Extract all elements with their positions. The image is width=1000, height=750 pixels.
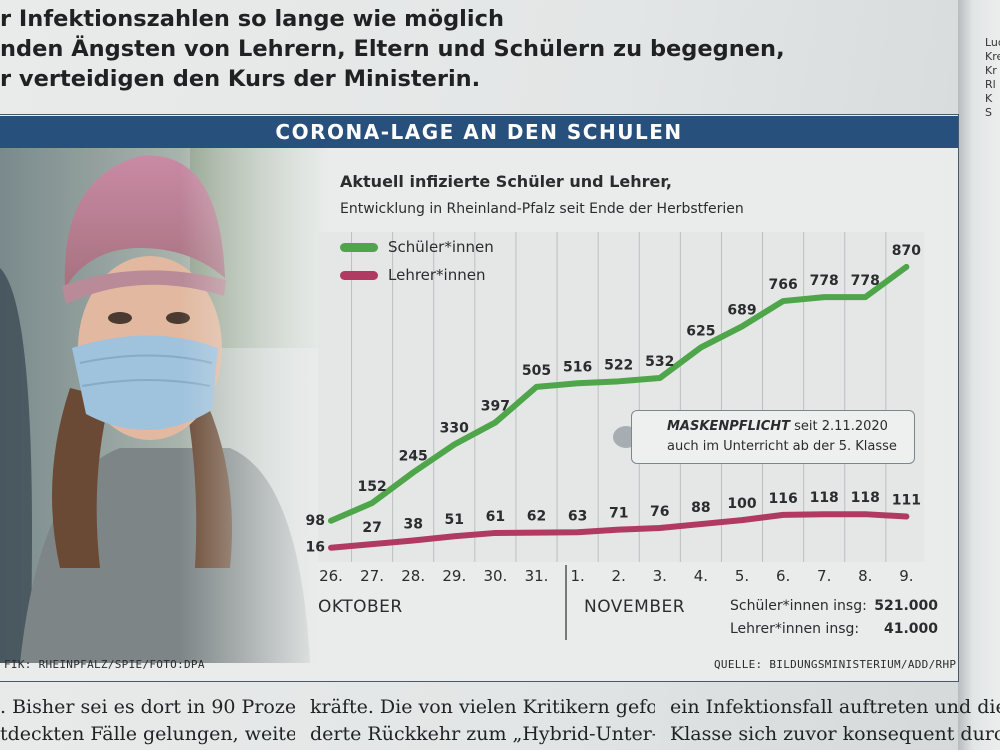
side-line: Rl [985,78,996,91]
article-column-2: kräfte. Die von vielen Kritikern gefor- … [310,694,655,750]
side-line: S [985,106,992,119]
legend-swatch-teachers [340,270,378,280]
total-students: Schüler*innen insg: 521.000 [730,596,942,618]
mask-mandate-annotation: MASKENPFLICHT seit 2.11.2020 auch im Unt… [631,410,915,464]
annotation-text-1: seit 2.11.2020 [790,419,888,434]
article-line: derte Rückkehr zum „Hybrid-Unter- [310,723,655,745]
total-teachers: Lehrer*innen insg: 41.000 [730,619,942,641]
data-label-teachers: 100 [727,496,756,512]
side-column: Lud Kre Kr Rl K S [985,36,1000,120]
x-tick-label: 9. [899,567,913,585]
image-credit: FIK: RHEINPFALZ/SPIE/FOTO:DPA [4,658,205,671]
legend-label-students: Schüler*innen [388,238,494,256]
article-line: . Bisher sei es dort in 90 Prozent [0,696,295,718]
data-label-students: 98 [306,513,325,529]
data-label-students: 152 [357,479,386,495]
x-tick-label: 26. [319,567,343,585]
month-label-november: NOVEMBER [584,597,686,617]
side-line: Kr [985,64,997,77]
data-label-teachers: 116 [768,491,797,507]
data-label-teachers: 63 [568,508,587,524]
chart-subtitle: Entwicklung in Rheinland-Pfalz seit Ende… [340,201,744,217]
article-line: tdeckten Fälle gelungen, weite- [0,723,295,745]
article-line: kräfte. Die von vielen Kritikern gefor- [310,696,655,718]
series-line-teachers [328,511,910,551]
article-line: ein Infektionsfall auftreten und die [670,696,1000,718]
data-label-teachers: 27 [362,520,381,536]
total-students-label: Schüler*innen insg: [730,598,867,614]
x-tick-label: 6. [776,567,790,585]
infographic-banner: CORONA-LAGE AN DEN SCHULEN [0,116,958,148]
headline-line-2: nden Ängsten von Lehrern, Eltern und Sch… [0,36,785,62]
side-line: Lud [985,36,1000,49]
legend-label-teachers: Lehrer*innen [388,266,486,284]
data-label-students: 689 [727,302,756,318]
data-label-students: 522 [604,357,633,373]
side-line: Kre [985,50,1000,63]
data-label-students: 505 [522,363,551,379]
article-column-1: . Bisher sei es dort in 90 Prozent tdeck… [0,694,295,750]
annotation-text-2: auch im Unterricht ab der 5. Klasse [667,439,897,454]
data-label-teachers: 71 [609,506,628,522]
article-column-3: ein Infektionsfall auftreten und die Kla… [670,694,1000,750]
data-label-students: 245 [399,448,428,464]
legend-item-students: Schüler*innen [340,236,494,258]
x-tick-label: 2. [612,567,626,585]
legend-swatch-students [340,242,378,252]
x-tick-label: 5. [735,567,749,585]
side-line: K [985,92,993,105]
data-label-students: 397 [481,398,510,414]
article-headline: r Infektionszahlen so lange wie möglich … [0,4,960,94]
total-teachers-label: Lehrer*innen insg: [730,621,860,637]
x-tick-label: 7. [817,567,831,585]
data-label-teachers: 88 [691,500,710,516]
x-tick-label: 31. [525,567,549,585]
data-label-students: 766 [768,277,797,293]
data-label-teachers: 111 [892,492,921,508]
page-spine [958,0,1000,750]
data-label-students: 778 [810,273,839,289]
data-label-teachers: 61 [486,509,505,525]
total-students-value: 521.000 [874,598,938,614]
data-label-teachers: 38 [403,517,422,533]
data-label-teachers: 62 [527,509,546,525]
headline-line-3: r verteidigen den Kurs der Ministerin. [0,66,481,92]
x-tick-label: 28. [401,567,425,585]
series-line-students [328,263,910,524]
x-tick-label: 8. [858,567,872,585]
data-label-students: 330 [440,420,469,436]
article-line: Klasse sich zuvor konsequent durch [670,723,1000,745]
line-chart: 98 152 245 330 397 505 516 522 532 625 689 766 778 77… [305,232,924,640]
data-label-teachers: 51 [445,512,464,528]
data-label-teachers: 76 [650,504,669,520]
data-label-students: 532 [645,354,674,370]
x-tick-label: 4. [694,567,708,585]
annotation-bold: MASKENPFLICHT [667,419,791,434]
x-tick-label: 27. [360,567,384,585]
x-tick-label: 1. [570,567,584,585]
legend-item-teachers: Lehrer*innen [340,264,485,286]
data-label-teachers: 118 [851,490,880,506]
data-label-students: 778 [851,273,880,289]
plot-area [318,232,924,562]
total-teachers-value: 41.000 [883,621,938,637]
data-source: QUELLE: BILDUNGSMINISTERIUM/ADD/RHP [714,658,957,671]
data-label-students: 870 [892,243,921,259]
x-tick-label: 29. [442,567,466,585]
data-label-students: 625 [686,323,715,339]
data-label-teachers: 118 [810,490,839,506]
data-label-teachers: 16 [306,540,325,556]
data-label-students: 516 [563,359,592,375]
chart-title: Aktuell infizierte Schüler und Lehrer, [340,172,672,191]
month-label-october: OKTOBER [318,597,403,617]
photo-girl-with-mask [0,148,330,663]
headline-line-1: r Infektionszahlen so lange wie möglich [0,6,504,32]
x-tick-label: 3. [653,567,667,585]
x-tick-label: 30. [483,567,507,585]
